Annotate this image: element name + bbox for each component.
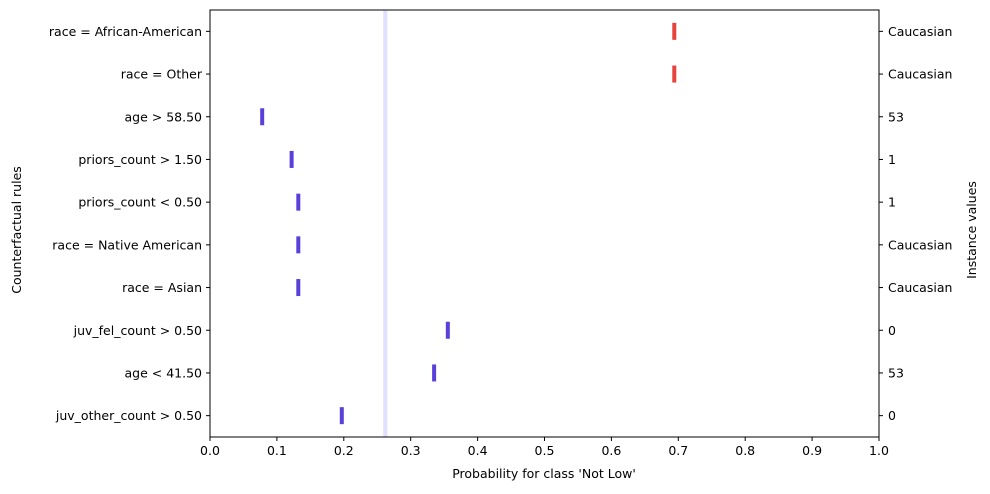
rule-mark — [672, 22, 677, 40]
x-tick-label: 0.5 — [535, 443, 555, 458]
instance-value-label: 53 — [888, 109, 904, 124]
x-tick-label: 0.6 — [601, 443, 621, 458]
x-axis: 0.0 0.1 0.2 0.3 0.4 0.5 0.6 0.7 0.8 0.9 1.0 — [200, 437, 889, 458]
instance-value-label: 1 — [888, 195, 896, 210]
x-tick-label: 0.2 — [334, 443, 354, 458]
rule-label: juv_fel_count > 0.50 — [73, 323, 202, 338]
baseline-layer — [383, 10, 388, 437]
rule-mark — [296, 236, 301, 254]
x-tick-label: 0.0 — [200, 443, 220, 458]
rule-label: race = Native American — [52, 237, 202, 252]
rule-label: juv_other_count > 0.50 — [55, 408, 202, 423]
rule-mark — [296, 279, 301, 297]
rule-mark — [260, 108, 265, 126]
instance-value-label: Caucasian — [888, 24, 952, 39]
rule-label: priors_count < 0.50 — [78, 195, 202, 210]
instance-value-label: Caucasian — [888, 67, 952, 82]
rule-label: race = Other — [121, 67, 203, 82]
y-axis-right-label: Instance values — [964, 181, 979, 279]
y-axis-label: Counterfactual rules — [9, 166, 24, 294]
rule-label: race = African-American — [49, 24, 202, 39]
x-axis-label: Probability for class 'Not Low' — [452, 466, 636, 481]
x-tick-label: 0.7 — [668, 443, 688, 458]
baseline-band — [383, 10, 388, 437]
rule-mark — [289, 150, 294, 168]
instance-value-label: Caucasian — [888, 237, 952, 252]
x-tick-label: 0.3 — [401, 443, 421, 458]
x-tick-label: 1.0 — [869, 443, 889, 458]
instance-value-label: Caucasian — [888, 280, 952, 295]
rule-mark — [296, 193, 301, 211]
x-tick-label: 0.8 — [735, 443, 755, 458]
rule-label: age < 41.50 — [125, 365, 203, 380]
rule-mark — [339, 407, 344, 425]
y-axis-right: Caucasian Caucasian 53 1 1 Caucasian Caucasian… — [879, 24, 952, 423]
plot-frame — [209, 9, 880, 438]
x-tick-label: 0.1 — [267, 443, 287, 458]
rule-label: priors_count > 1.50 — [78, 152, 202, 167]
rule-mark — [432, 364, 437, 382]
y-axis-left: race = African-American race = Other age >… — [49, 24, 210, 423]
rule-label: race = Asian — [122, 280, 202, 295]
marks-layer — [260, 22, 677, 425]
rule-mark — [445, 321, 450, 339]
instance-value-label: 1 — [888, 152, 896, 167]
x-tick-label: 0.4 — [468, 443, 488, 458]
instance-value-label: 0 — [888, 323, 896, 338]
instance-value-label: 0 — [888, 408, 896, 423]
rule-mark — [672, 65, 677, 83]
instance-value-label: 53 — [888, 365, 904, 380]
x-tick-label: 0.9 — [802, 443, 822, 458]
rule-label: age > 58.50 — [125, 109, 203, 124]
